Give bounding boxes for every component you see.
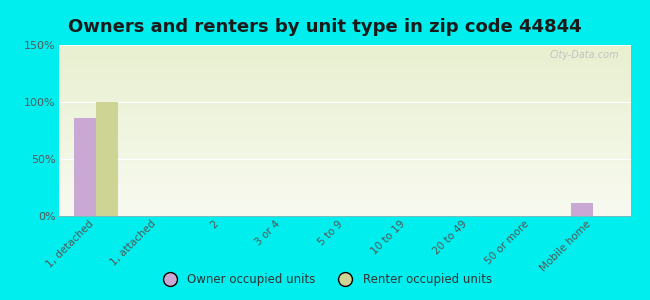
Bar bbox=[74, 118, 96, 216]
Legend: Owner occupied units, Renter occupied units: Owner occupied units, Renter occupied un… bbox=[153, 269, 497, 291]
Bar bbox=[96, 102, 118, 216]
Text: City-Data.com: City-Data.com bbox=[549, 50, 619, 60]
Bar bbox=[571, 203, 593, 216]
Text: Owners and renters by unit type in zip code 44844: Owners and renters by unit type in zip c… bbox=[68, 18, 582, 36]
